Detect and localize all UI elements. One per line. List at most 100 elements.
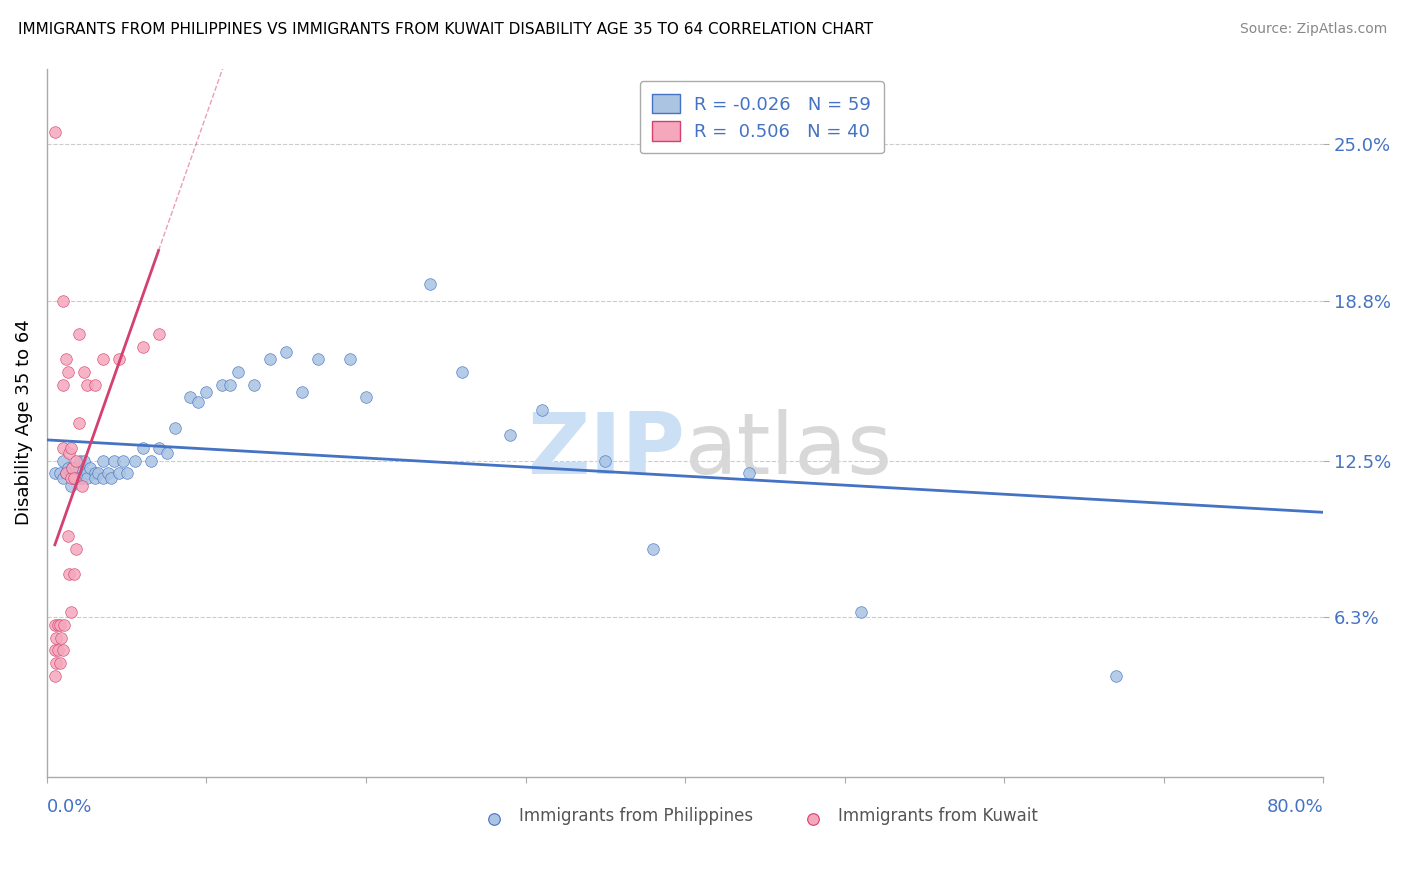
Point <box>70 479 93 493</box>
Point <box>59 605 82 619</box>
Point <box>291 385 314 400</box>
Point <box>52 643 75 657</box>
Point <box>211 377 233 392</box>
Point <box>55 466 77 480</box>
Point <box>55 466 77 480</box>
Point <box>44 643 66 657</box>
Text: ZIP: ZIP <box>527 409 685 492</box>
Point <box>276 344 298 359</box>
Point <box>63 471 86 485</box>
Point <box>55 352 77 367</box>
Point <box>52 471 75 485</box>
Point <box>131 441 153 455</box>
Point <box>44 618 66 632</box>
Point <box>91 352 114 367</box>
Point <box>52 453 75 467</box>
Point <box>187 395 209 409</box>
Point <box>67 327 90 342</box>
Point <box>46 643 69 657</box>
Point <box>69 453 91 467</box>
Point <box>48 656 70 670</box>
Point <box>65 453 87 467</box>
Point <box>76 377 98 392</box>
Point <box>115 466 138 480</box>
Point <box>59 441 82 455</box>
Point <box>63 471 86 485</box>
Point <box>51 631 73 645</box>
Text: 0.0%: 0.0% <box>46 798 93 816</box>
Legend: R = -0.026   N = 59, R =  0.506   N = 40: R = -0.026 N = 59, R = 0.506 N = 40 <box>640 81 883 153</box>
Point <box>56 365 79 379</box>
Point <box>107 352 129 367</box>
Point <box>72 365 94 379</box>
Point <box>91 453 114 467</box>
Point <box>849 605 872 619</box>
Point <box>79 461 101 475</box>
Point <box>103 453 125 467</box>
Point <box>179 390 201 404</box>
Point <box>307 352 329 367</box>
Point <box>67 471 90 485</box>
Point <box>44 125 66 139</box>
Point <box>419 277 441 291</box>
Point <box>530 403 553 417</box>
Point <box>62 461 84 475</box>
Point <box>65 461 87 475</box>
Point <box>243 377 266 392</box>
Point <box>155 446 177 460</box>
Point <box>195 385 218 400</box>
Point <box>48 466 70 480</box>
Point <box>59 466 82 480</box>
Point <box>62 461 84 475</box>
Point <box>76 466 98 480</box>
Point <box>498 428 520 442</box>
Point <box>72 453 94 467</box>
Text: Immigrants from Philippines: Immigrants from Philippines <box>519 806 754 824</box>
Point <box>1105 668 1128 682</box>
Point <box>163 420 186 434</box>
Point <box>76 471 98 485</box>
Point <box>219 377 242 392</box>
Y-axis label: Disability Age 35 to 64: Disability Age 35 to 64 <box>15 319 32 525</box>
Point <box>738 466 761 480</box>
Point <box>56 461 79 475</box>
Point <box>59 471 82 485</box>
Point <box>228 365 250 379</box>
Point <box>52 377 75 392</box>
Point <box>83 466 105 480</box>
Point <box>107 466 129 480</box>
Point <box>48 618 70 632</box>
Point <box>56 529 79 543</box>
Point <box>83 377 105 392</box>
Text: atlas: atlas <box>685 409 893 492</box>
Point <box>259 352 281 367</box>
Point <box>96 466 118 480</box>
Point <box>58 567 80 582</box>
Text: 80.0%: 80.0% <box>1267 798 1323 816</box>
Point <box>595 453 617 467</box>
Point <box>44 668 66 682</box>
Point <box>643 542 665 557</box>
Point <box>67 416 90 430</box>
Point <box>52 441 75 455</box>
Point <box>148 441 170 455</box>
Text: IMMIGRANTS FROM PHILIPPINES VS IMMIGRANTS FROM KUWAIT DISABILITY AGE 35 TO 64 CO: IMMIGRANTS FROM PHILIPPINES VS IMMIGRANT… <box>18 22 873 37</box>
Point <box>124 453 146 467</box>
Point <box>131 340 153 354</box>
Point <box>65 471 87 485</box>
Point <box>63 567 86 582</box>
Point <box>45 631 67 645</box>
Point <box>450 365 472 379</box>
Point <box>52 294 75 309</box>
Point <box>53 618 76 632</box>
Point <box>67 461 90 475</box>
Point <box>44 466 66 480</box>
Point <box>100 471 122 485</box>
Point <box>139 453 162 467</box>
Point <box>87 466 110 480</box>
Point <box>91 471 114 485</box>
Point <box>83 471 105 485</box>
Point <box>339 352 361 367</box>
Point <box>148 327 170 342</box>
Point <box>58 446 80 460</box>
